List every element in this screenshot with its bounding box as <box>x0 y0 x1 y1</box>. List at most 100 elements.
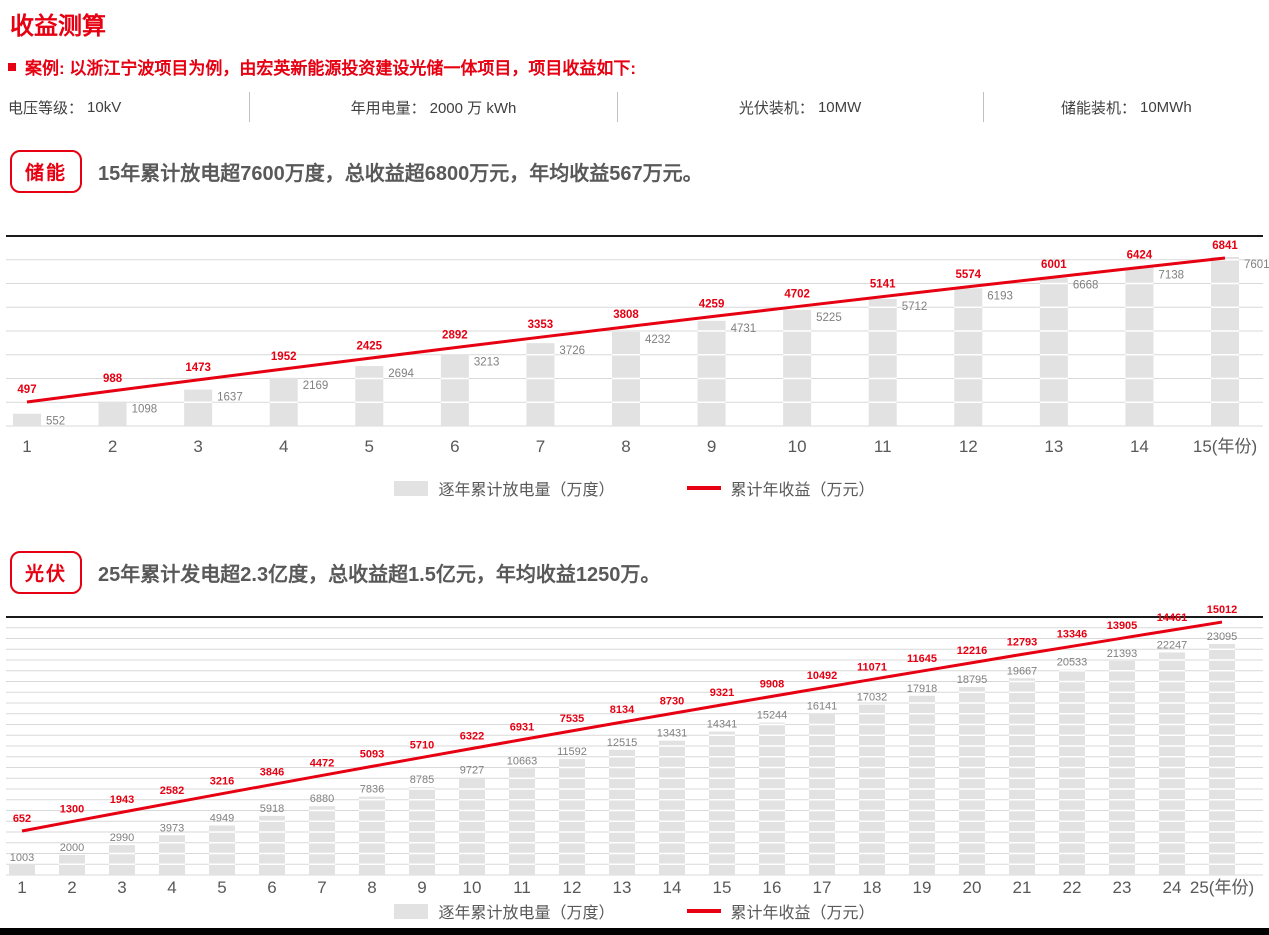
bar-value-label: 1003 <box>10 852 34 864</box>
storage-combo-chart: 5521098163721692694321337264232473152255… <box>6 235 1269 456</box>
revenue-line <box>21 620 1223 833</box>
bottom-accent-bar <box>0 928 1269 935</box>
line-value-label: 1473 <box>185 362 211 374</box>
bar <box>109 845 135 875</box>
legend-item-line: 累计年收益（万元） <box>686 476 875 500</box>
line-value-label: 14461 <box>1157 612 1188 624</box>
x-axis-label: 4 <box>279 437 288 456</box>
bar-swatch-icon <box>394 903 429 919</box>
x-axis-label: 15 <box>713 878 732 897</box>
bar-value-label: 6193 <box>987 290 1013 302</box>
line-value-label: 12216 <box>957 645 988 657</box>
bar <box>98 401 127 426</box>
x-axis-label: 22 <box>1063 878 1082 897</box>
line-value-label: 2892 <box>442 330 468 342</box>
bar-value-label: 14341 <box>707 719 738 731</box>
legend-label: 累计年收益（万元） <box>730 482 875 499</box>
bar-value-label: 15244 <box>757 710 788 722</box>
info-item-pv-capacity: 光伏装机： 10MW <box>616 92 983 122</box>
x-axis-label: 8 <box>621 437 630 456</box>
line-value-label: 8134 <box>610 704 635 716</box>
line-value-label: 10492 <box>807 670 838 682</box>
bar <box>609 749 635 875</box>
line-value-label: 2425 <box>356 340 382 352</box>
bar-value-label: 5225 <box>816 312 842 324</box>
bar-value-label: 3726 <box>559 345 585 357</box>
bar-swatch-icon <box>394 480 429 496</box>
line-swatch-icon <box>686 909 721 913</box>
line-value-label: 7535 <box>560 713 584 725</box>
bar-value-label: 19667 <box>1007 665 1038 677</box>
bar-value-label: 2000 <box>60 842 84 854</box>
bar-value-label: 7138 <box>1158 269 1184 281</box>
bar <box>1009 678 1035 875</box>
bar <box>440 354 469 426</box>
info-label: 年用电量： <box>350 99 426 117</box>
bar <box>13 413 41 426</box>
bar <box>759 722 785 875</box>
info-item-annual-usage: 年用电量： 2000 万 kWh <box>249 92 616 122</box>
line-value-label: 12793 <box>1007 636 1038 648</box>
pv-headline: 25年累计发电超2.3亿度，总收益超1.5亿元，年均收益1250万。 <box>98 564 661 586</box>
bar <box>159 835 185 875</box>
info-item-storage-capacity: 储能装机： 10MWh <box>982 92 1269 122</box>
x-axis-label: 4 <box>167 878 176 897</box>
x-axis-label: 10 <box>788 437 807 456</box>
info-item-voltage: 电压等级： 10kV <box>0 92 249 122</box>
bar <box>184 389 213 426</box>
line-value-label: 1952 <box>271 351 297 363</box>
info-value: 10MWh <box>1139 98 1192 116</box>
bar-value-label: 18795 <box>957 674 988 686</box>
bar <box>1059 669 1085 875</box>
bar <box>409 787 435 875</box>
x-axis-label: 18 <box>863 878 882 897</box>
bar-value-label: 22247 <box>1157 639 1188 651</box>
x-axis-label: 11 <box>513 878 531 897</box>
x-axis-label: 13 <box>1044 437 1063 456</box>
info-label: 光伏装机： <box>738 99 814 117</box>
bar <box>909 695 935 875</box>
bar-value-label: 2169 <box>303 380 329 392</box>
line-value-label: 988 <box>103 373 123 385</box>
line-value-label: 13346 <box>1057 628 1088 640</box>
bar <box>809 713 835 875</box>
bar-value-label: 8785 <box>410 774 434 786</box>
line-value-label: 8730 <box>660 695 684 707</box>
bar-value-label: 4949 <box>210 812 234 824</box>
bar <box>959 687 985 875</box>
bar-value-label: 4731 <box>731 323 757 335</box>
x-axis-label: 7 <box>317 878 326 897</box>
bar-value-label: 1637 <box>217 392 243 404</box>
x-axis-label: 25(年份) <box>1190 878 1254 897</box>
pv-badge: 光伏 <box>10 551 83 594</box>
bar-value-label: 2694 <box>388 368 414 380</box>
bar <box>459 777 485 875</box>
pv-chart-legend: 逐年累计放电量（万度） 累计年收益（万元） <box>0 899 1269 923</box>
x-axis-label: 1 <box>22 437 31 456</box>
x-axis-label: 12 <box>563 878 582 897</box>
bar <box>559 759 585 875</box>
line-value-label: 9908 <box>760 678 784 690</box>
x-axis-label: 20 <box>963 878 982 897</box>
x-axis-label: 23 <box>1113 878 1132 897</box>
bar <box>359 796 385 875</box>
storage-chart-legend: 逐年累计放电量（万度） 累计年收益（万元） <box>0 476 1269 500</box>
line-value-label: 11645 <box>907 653 937 665</box>
line-value-label: 4259 <box>699 299 725 311</box>
bar <box>1125 267 1154 426</box>
bar <box>526 343 555 426</box>
line-value-label: 652 <box>13 813 31 825</box>
bar-value-label: 3973 <box>160 822 184 834</box>
x-axis-label: 8 <box>367 878 376 897</box>
line-value-label: 5093 <box>360 748 384 760</box>
x-axis-label: 24 <box>1163 878 1182 897</box>
project-info-bar: 电压等级： 10kV 年用电量： 2000 万 kWh 光伏装机： 10MW 储… <box>0 92 1269 122</box>
x-axis-label: 2 <box>108 437 117 456</box>
x-axis-label: 6 <box>267 878 276 897</box>
bar-value-label: 552 <box>46 416 65 428</box>
bar <box>859 704 885 875</box>
bar <box>1039 277 1068 426</box>
line-swatch-icon <box>686 486 721 490</box>
x-axis-label: 14 <box>663 878 682 897</box>
x-axis-label: 3 <box>193 437 202 456</box>
